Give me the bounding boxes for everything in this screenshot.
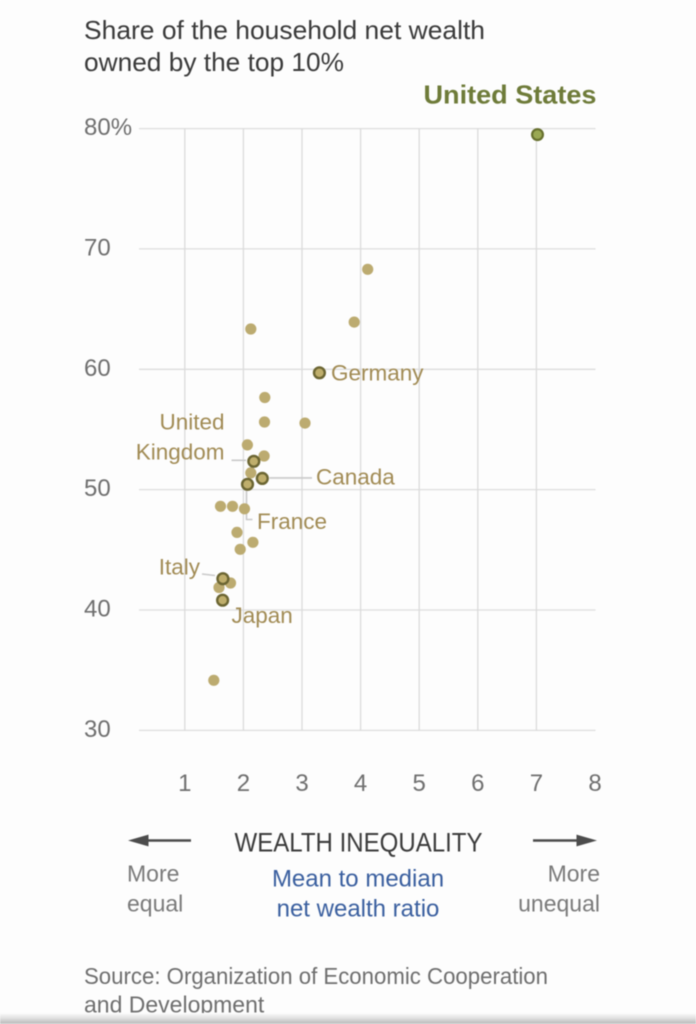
svg-text:4: 4	[354, 770, 367, 797]
svg-text:unequal: unequal	[518, 891, 600, 917]
svg-text:Mean to median: Mean to median	[272, 866, 444, 893]
svg-text:More: More	[548, 861, 600, 887]
svg-text:50: 50	[84, 475, 111, 502]
svg-text:7: 7	[530, 770, 543, 797]
svg-text:8: 8	[588, 770, 601, 797]
svg-text:5: 5	[413, 770, 426, 797]
svg-text:6: 6	[471, 770, 484, 797]
svg-text:Italy: Italy	[159, 555, 201, 580]
svg-text:Kingdom: Kingdom	[136, 440, 225, 465]
svg-text:United: United	[159, 410, 224, 435]
svg-text:United States: United States	[424, 80, 597, 110]
svg-text:owned by the top 10%: owned by the top 10%	[84, 47, 344, 77]
svg-text:70: 70	[84, 234, 111, 261]
svg-text:More: More	[127, 861, 179, 887]
svg-text:equal: equal	[127, 891, 183, 917]
svg-text:30: 30	[84, 716, 111, 743]
svg-text:Source: Organization of Econom: Source: Organization of Economic Coopera…	[84, 963, 548, 989]
svg-text:1: 1	[178, 770, 191, 797]
svg-text:net wealth ratio: net wealth ratio	[277, 895, 440, 922]
svg-text:80%: 80%	[84, 114, 132, 141]
svg-text:Canada: Canada	[316, 465, 395, 490]
svg-text:40: 40	[84, 596, 111, 623]
svg-text:France: France	[257, 509, 327, 534]
svg-text:3: 3	[295, 770, 308, 797]
svg-text:Share of the household net wea: Share of the household net wealth	[84, 15, 485, 45]
svg-text:WEALTH INEQUALITY: WEALTH INEQUALITY	[235, 828, 483, 858]
svg-text:2: 2	[237, 770, 250, 797]
svg-text:60: 60	[84, 355, 111, 382]
svg-text:Japan: Japan	[232, 603, 293, 628]
svg-text:Germany: Germany	[331, 361, 424, 386]
